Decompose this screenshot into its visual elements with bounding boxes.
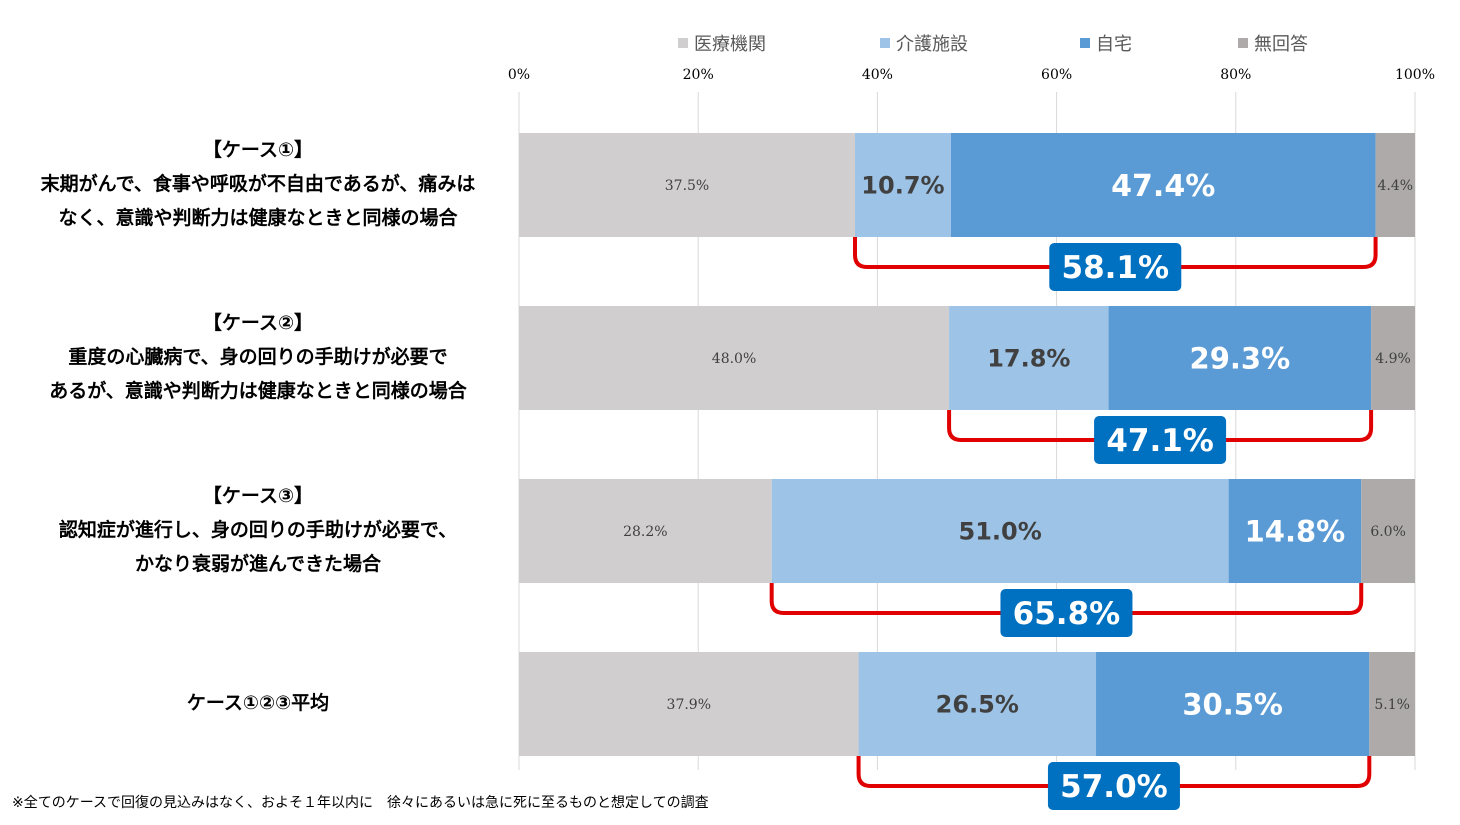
category-label: あるが、意識や判断力は健康なときと同様の場合	[49, 379, 468, 402]
data-label: 5.1%	[1374, 697, 1410, 713]
bar-segment	[855, 133, 951, 237]
legend-swatch	[678, 38, 688, 48]
data-label: 37.9%	[667, 697, 711, 713]
footnote: ※全てのケースで回復の見込みはなく、およそ１年以内に 徐々にあるいは急に死に至る…	[12, 795, 709, 811]
x-tick-label: 20%	[683, 67, 714, 83]
data-label: 10.7%	[861, 172, 944, 200]
total-badge-label: 47.1%	[1106, 423, 1214, 459]
x-tick-label: 80%	[1220, 67, 1251, 83]
bar-segment	[519, 652, 859, 756]
bar-segment	[1371, 306, 1415, 410]
bar-segment	[771, 479, 1229, 583]
data-label: 30.5%	[1182, 687, 1283, 721]
data-label: 4.9%	[1375, 351, 1411, 367]
legend-swatch	[1080, 38, 1090, 48]
bar-segment	[1108, 306, 1372, 410]
bar-segment	[1375, 133, 1415, 237]
data-label: 17.8%	[987, 345, 1070, 373]
bar-segment	[1361, 479, 1415, 583]
bar-segment	[1228, 479, 1362, 583]
legend-label: 無回答	[1254, 34, 1308, 55]
total-badge-label: 65.8%	[1013, 596, 1121, 632]
category-label: なく、意識や判断力は健康なときと同様の場合	[58, 206, 458, 229]
bar-segment	[519, 479, 772, 583]
data-label: 37.5%	[665, 178, 709, 194]
bar-segment	[1369, 652, 1415, 756]
category-label: 重度の心臓病で、身の回りの手助けが必要で	[68, 345, 447, 368]
legend-label: 医療機関	[694, 34, 766, 55]
data-label: 47.4%	[1111, 169, 1215, 204]
total-badge	[1000, 589, 1133, 637]
total-badge	[1047, 762, 1180, 810]
legend-swatch	[1238, 38, 1248, 48]
total-badge	[1094, 416, 1227, 464]
legend-label: 自宅	[1096, 34, 1132, 55]
data-label: 14.8%	[1245, 514, 1346, 548]
x-tick-label: 100%	[1395, 67, 1435, 83]
category-label: 末期がんで、食事や呼吸が不自由であるが、痛みは	[41, 172, 476, 195]
data-label: 48.0%	[712, 351, 756, 367]
category-label: ケース①②③平均	[187, 691, 329, 714]
x-tick-label: 0%	[508, 67, 530, 83]
total-badge-label: 57.0%	[1060, 769, 1168, 805]
bar-segment	[1096, 652, 1370, 756]
data-label: 28.2%	[623, 524, 667, 540]
category-label: 認知症が進行し、身の回りの手助けが必要で、	[59, 518, 457, 541]
data-label: 29.3%	[1190, 341, 1291, 375]
legend-swatch	[880, 38, 890, 48]
bar-segment	[519, 133, 855, 237]
data-label: 4.4%	[1377, 178, 1413, 194]
x-tick-label: 40%	[862, 67, 893, 83]
bar-segment	[949, 306, 1109, 410]
data-label: 6.0%	[1370, 524, 1406, 540]
bar-segment	[950, 133, 1376, 237]
category-label: 【ケース①】	[203, 138, 313, 161]
bar-segment	[519, 306, 950, 410]
category-label: 【ケース②】	[203, 311, 313, 334]
data-label: 26.5%	[936, 691, 1019, 719]
data-label: 51.0%	[959, 518, 1042, 546]
category-label: かなり衰弱が進んできた場合	[135, 552, 382, 575]
legend-label: 介護施設	[896, 34, 968, 55]
x-tick-label: 60%	[1041, 67, 1072, 83]
total-badge	[1049, 243, 1182, 291]
category-label: 【ケース③】	[203, 484, 313, 507]
total-badge-label: 58.1%	[1062, 250, 1170, 286]
bar-segment	[858, 652, 1097, 756]
